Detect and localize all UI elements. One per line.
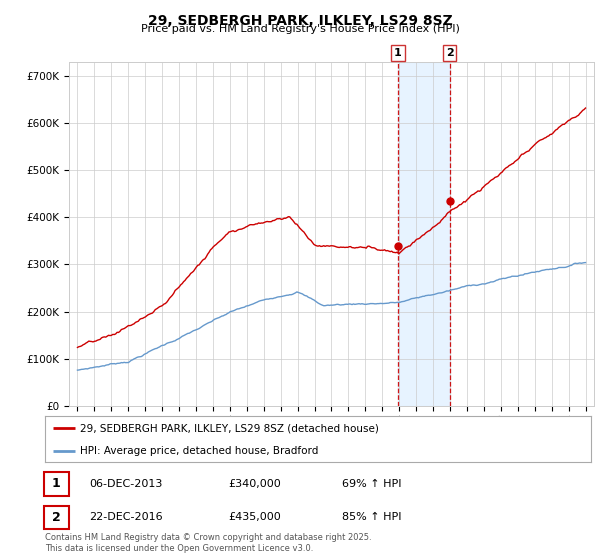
- Text: 2: 2: [446, 48, 454, 58]
- Text: £435,000: £435,000: [228, 512, 281, 522]
- Text: Price paid vs. HM Land Registry's House Price Index (HPI): Price paid vs. HM Land Registry's House …: [140, 24, 460, 34]
- Text: HPI: Average price, detached house, Bradford: HPI: Average price, detached house, Brad…: [80, 446, 319, 455]
- Text: 1: 1: [52, 477, 61, 491]
- Bar: [398, 62, 449, 406]
- Text: 69% ↑ HPI: 69% ↑ HPI: [342, 479, 401, 489]
- Text: Contains HM Land Registry data © Crown copyright and database right 2025.
This d: Contains HM Land Registry data © Crown c…: [45, 533, 371, 553]
- Text: £340,000: £340,000: [228, 479, 281, 489]
- Text: 85% ↑ HPI: 85% ↑ HPI: [342, 512, 401, 522]
- Text: 29, SEDBERGH PARK, ILKLEY, LS29 8SZ: 29, SEDBERGH PARK, ILKLEY, LS29 8SZ: [148, 14, 452, 28]
- Text: 29, SEDBERGH PARK, ILKLEY, LS29 8SZ (detached house): 29, SEDBERGH PARK, ILKLEY, LS29 8SZ (det…: [80, 423, 379, 433]
- Text: 1: 1: [394, 48, 402, 58]
- Text: 2: 2: [52, 511, 61, 524]
- Text: 06-DEC-2013: 06-DEC-2013: [89, 479, 162, 489]
- Text: 22-DEC-2016: 22-DEC-2016: [89, 512, 163, 522]
